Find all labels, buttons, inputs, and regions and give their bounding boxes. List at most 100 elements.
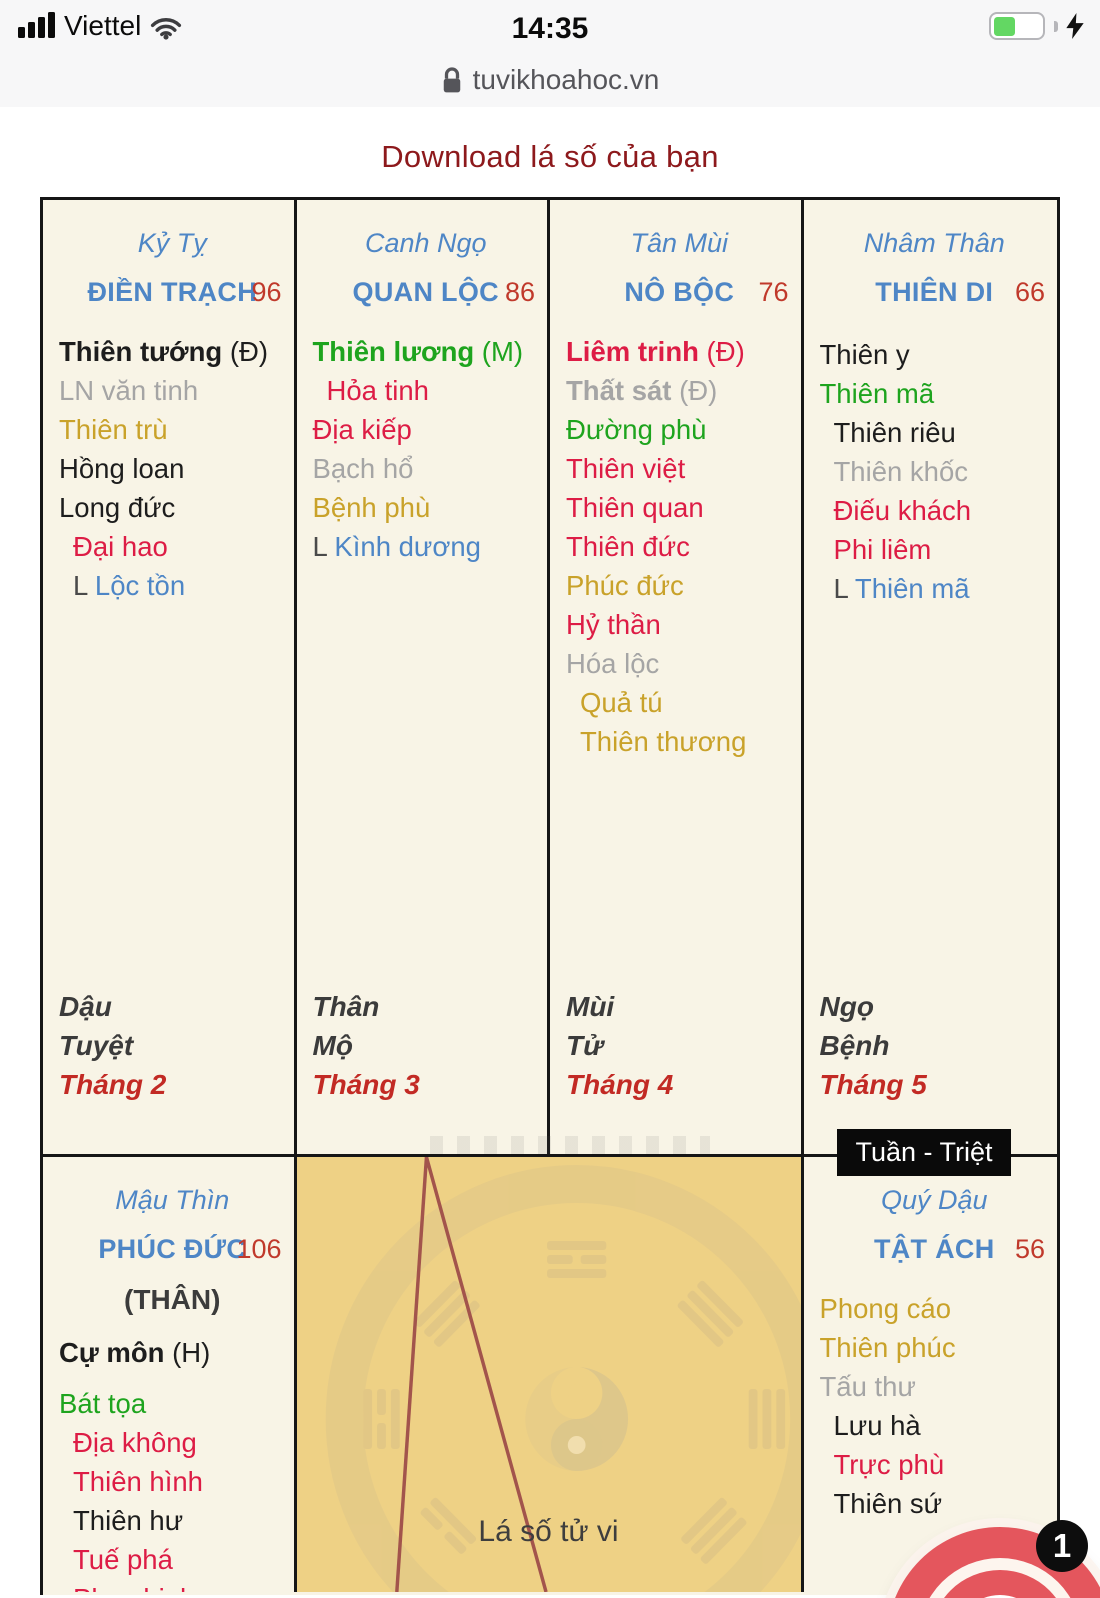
- star-item: Địa kiếp: [313, 410, 540, 449]
- star-brightness: (Đ): [671, 375, 718, 406]
- life-stage-label: Tử: [566, 1030, 604, 1061]
- bagua-watermark: [325, 1157, 801, 1592]
- star-name: Trực phù: [833, 1449, 945, 1480]
- browser-address-bar[interactable]: tuvikhoahoc.vn: [0, 52, 1100, 107]
- star-item: Lưu hà: [820, 1406, 1050, 1445]
- star-list: Phong cáo Thiên phúc Tấu thư Lưu hà Trực phù…: [820, 1289, 1050, 1523]
- star-brightness: (Đ): [222, 336, 269, 367]
- life-stage-label: Tuyệt: [59, 1030, 134, 1061]
- star-item: Điếu khách: [820, 491, 1050, 530]
- star-name: Thiên mã: [819, 378, 935, 409]
- canchi-label: Kỷ Tỵ: [137, 228, 207, 258]
- limited-star-prefix: L: [312, 531, 335, 562]
- star-item: Quả tú: [566, 683, 793, 722]
- star-name: Thiên riêu: [833, 417, 956, 448]
- star-item: Thiên riêu: [820, 413, 1050, 452]
- palace-score: 76: [758, 277, 789, 307]
- palace-extra-label: (THÂN): [124, 1284, 221, 1315]
- star-item: Long đức: [59, 488, 286, 527]
- month-label: Tháng 4: [566, 1069, 674, 1100]
- star-item: Thiên y: [820, 335, 1050, 374]
- branch-label: Dậu: [59, 991, 112, 1022]
- star-item: Thiên thương: [566, 722, 793, 761]
- star-name: Thiên sứ: [833, 1488, 943, 1519]
- palace-header: ĐIỀN TRẠCH 96: [59, 274, 286, 310]
- star-name: Phi liêm: [833, 534, 932, 565]
- canchi-label: Canh Ngọ: [364, 228, 487, 258]
- url-text: tuvikhoahoc.vn: [472, 63, 660, 95]
- month-label: Tháng 3: [312, 1069, 420, 1100]
- cell-footer: Ngọ Bệnh Tháng 5: [820, 987, 927, 1104]
- star-name: LN văn tinh: [59, 375, 199, 406]
- month-label: Tháng 2: [59, 1069, 167, 1100]
- star-name: Thiên khốc: [833, 456, 969, 487]
- star-name: Thất sát: [566, 375, 672, 406]
- canchi-label: Mậu Thìn: [115, 1185, 230, 1215]
- star-item: Đường phù: [566, 410, 793, 449]
- star-name: Cự môn: [59, 1337, 165, 1368]
- star-name: Phong cáo: [819, 1293, 952, 1324]
- star-brightness: (Đ): [698, 336, 745, 367]
- palace-cell-phuc-duc[interactable]: Mậu Thìn PHÚC ĐỨC 106 (THÂN) Cự môn (H) Bát t…: [43, 1157, 297, 1592]
- star-name: Thiên hư: [73, 1505, 184, 1536]
- palace-cell-dien-trach[interactable]: Kỷ Tỵ ĐIỀN TRẠCH 96 Thiên tướng (Đ) LN văn t…: [43, 200, 297, 1154]
- palace-cell-quan-loc[interactable]: Canh Ngọ QUAN LỘC 86 Thiên lương (M) Hỏa tin…: [296, 200, 550, 1154]
- star-item: Phong cáo: [820, 1289, 1050, 1328]
- star-item: Phúc đức: [566, 566, 793, 605]
- star-item: Thiên sứ: [820, 1484, 1050, 1523]
- star-item: Thiên mã: [820, 374, 1050, 413]
- star-name: Bệnh phù: [312, 492, 431, 523]
- star-name: Thiên tướng: [59, 336, 223, 367]
- star-item: Thiên quan: [566, 488, 793, 527]
- star-name: Long đức: [59, 492, 176, 523]
- month-label: Tháng 5: [819, 1069, 927, 1100]
- palace-score: 56: [1014, 1234, 1045, 1264]
- star-item: Thiên lương (M): [313, 332, 540, 371]
- star-name: Thiên đức: [566, 531, 690, 562]
- palace-cell-no-boc[interactable]: Tân Mùi NÔ BỘC 76 Liêm trinh (Đ) Thất sát (Đ…: [550, 200, 804, 1154]
- star-name: Hỷ thần: [566, 609, 661, 640]
- star-name: Kình dương: [334, 531, 481, 562]
- star-name: Hỏa tinh: [326, 375, 429, 406]
- star-name: Hóa lộc: [566, 648, 660, 679]
- battery-icon: [989, 12, 1045, 40]
- star-item: L Kình dương: [313, 527, 540, 566]
- star-item: Hỷ thần: [566, 605, 793, 644]
- star-item: Trực phù: [820, 1445, 1050, 1484]
- canchi-label: Quý Dậu: [880, 1185, 988, 1215]
- canchi-label: Tân Mùi: [630, 228, 729, 258]
- wifi-icon: [151, 18, 182, 40]
- star-item: Hỏa tinh: [313, 371, 540, 410]
- palace-cell-tat-ach[interactable]: Quý Dậu TẬT ÁCH 56 Phong cáo Thiên phúc Tấu t…: [803, 1157, 1057, 1592]
- star-item: Liêm trinh (Đ): [566, 332, 793, 371]
- star-item: Thiên hình: [59, 1462, 286, 1501]
- palace-name: ĐIỀN TRẠCH: [87, 277, 257, 307]
- star-item: Thiên phúc: [820, 1328, 1050, 1367]
- triangle-lines: [394, 1157, 548, 1592]
- chart-row-top: Kỷ Tỵ ĐIỀN TRẠCH 96 Thiên tướng (Đ) LN văn t…: [43, 200, 1057, 1157]
- palace-score: 96: [251, 277, 282, 307]
- star-brightness: (H): [164, 1337, 211, 1368]
- fab-core-icon: [955, 1595, 1045, 1598]
- branch-label: Mùi: [566, 991, 615, 1022]
- limited-star-prefix: L: [833, 573, 855, 604]
- palace-cell-thien-di[interactable]: Nhâm Thân THIÊN DI 66 Thiên y Thiên mã Thiên …: [803, 200, 1057, 1154]
- star-list: Liêm trinh (Đ) Thất sát (Đ) Đường phù Thiên…: [566, 332, 793, 761]
- star-item: Phi liêm: [820, 530, 1050, 569]
- life-stage-label: Mộ: [312, 1030, 353, 1061]
- watermark-leak: [430, 1136, 710, 1154]
- star-name: Thiên phúc: [819, 1332, 956, 1363]
- clock: 14:35: [511, 12, 589, 45]
- star-name: Quả tú: [580, 687, 663, 718]
- star-name: Hồng loan: [59, 453, 185, 484]
- life-stage-label: Bệnh: [819, 1030, 890, 1061]
- status-right-cluster: [989, 12, 1084, 40]
- palace-header: NÔ BỘC 76: [566, 274, 793, 310]
- star-name: Lộc tồn: [94, 570, 186, 601]
- star-name: Phục binh: [73, 1583, 195, 1592]
- palace-name: QUAN LỘC: [352, 277, 499, 307]
- palace-header: QUAN LỘC 86: [313, 274, 540, 310]
- star-item: Hóa lộc: [566, 644, 793, 683]
- cell-footer: Dậu Tuyệt Tháng 2: [59, 987, 166, 1104]
- palace-score: 106: [236, 1234, 282, 1264]
